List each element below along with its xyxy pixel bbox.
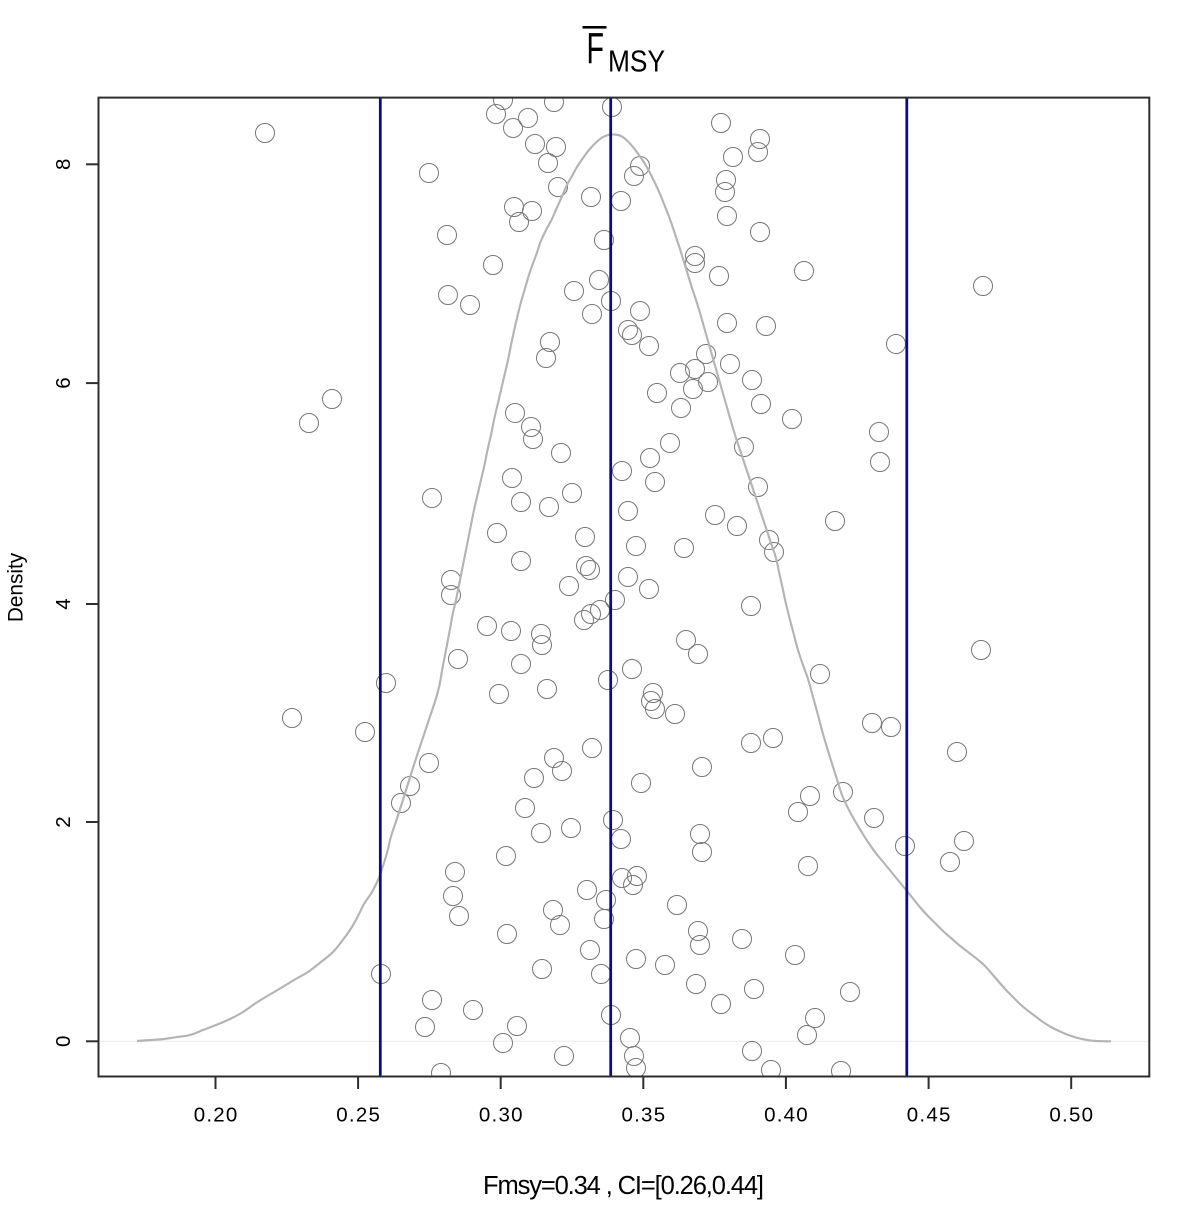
svg-text:0: 0 — [52, 1036, 75, 1047]
svg-text:MSY: MSY — [608, 45, 665, 79]
svg-text:0.45: 0.45 — [907, 1104, 951, 1127]
svg-text:0.25: 0.25 — [336, 1104, 380, 1127]
svg-text:Fmsy=0.34 , CI=[0.26,0.44]: Fmsy=0.34 , CI=[0.26,0.44] — [483, 1172, 764, 1200]
svg-text:0.30: 0.30 — [479, 1104, 523, 1127]
svg-text:F: F — [587, 25, 605, 73]
svg-text:0.35: 0.35 — [622, 1104, 666, 1127]
svg-text:4: 4 — [52, 598, 75, 609]
svg-text:0.20: 0.20 — [194, 1104, 238, 1127]
svg-text:Density: Density — [5, 552, 28, 622]
svg-text:0.50: 0.50 — [1049, 1104, 1093, 1127]
svg-text:8: 8 — [52, 159, 75, 170]
svg-text:2: 2 — [52, 816, 75, 827]
svg-text:0.40: 0.40 — [764, 1104, 808, 1127]
svg-text:6: 6 — [52, 377, 75, 388]
